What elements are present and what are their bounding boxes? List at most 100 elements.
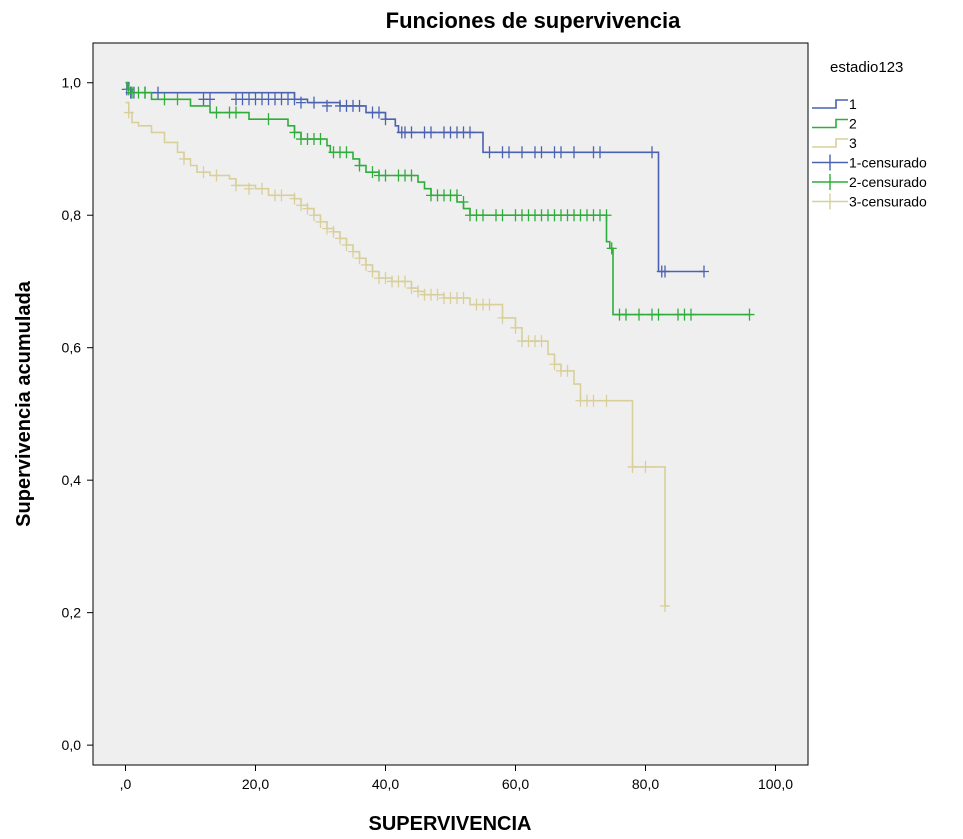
series-3-censor-mark — [588, 394, 599, 407]
legend-label: 1 — [849, 96, 857, 112]
chart-title: Funciones de supervivencia — [386, 8, 681, 33]
series-3-censor-mark — [660, 600, 670, 613]
series-1-censor-mark — [296, 96, 306, 109]
series-1-censor-mark — [465, 126, 475, 139]
series-2-censor-mark — [231, 106, 241, 119]
series-3-censor-mark — [315, 215, 326, 228]
series-1-censor-mark — [406, 126, 417, 139]
y-axis-label: Supervivencia acumulada — [13, 280, 35, 527]
x-axis-label: SUPERVIVENCIA — [368, 813, 531, 835]
series-3-censor-mark — [341, 239, 352, 252]
series-3-censor-mark — [348, 245, 358, 258]
series-1-censor-mark — [289, 93, 300, 106]
series-2-censor-mark — [452, 189, 462, 202]
series-2-censor-mark — [211, 106, 222, 119]
plot-area — [92, 42, 809, 766]
series-3-censor-mark — [361, 258, 371, 271]
series-3-censor-mark — [244, 182, 254, 195]
y-axis: 0,0 0,2 0,4 0,6 0,8 1,0 — [62, 75, 93, 753]
series-3-censor-mark — [380, 272, 391, 285]
series-1-censor-mark — [660, 265, 670, 278]
series-3-censor-mark — [458, 292, 469, 305]
series-1-censor-mark — [569, 146, 579, 159]
series-1-censor-mark — [517, 146, 527, 159]
y-tick-label: 0,8 — [62, 207, 82, 223]
legend-swatch-step — [812, 99, 848, 109]
y-tick-label: 0,6 — [62, 340, 82, 356]
series-3-censor-mark — [601, 394, 612, 407]
series-1-censor-mark — [536, 146, 547, 159]
series-3-censor-mark — [296, 199, 306, 212]
series-2-censor-mark — [263, 113, 274, 126]
series-3-censor-mark — [302, 202, 313, 215]
series-1-censor-mark — [647, 146, 657, 159]
series-2-censor-mark — [140, 86, 150, 99]
series-1-censor-mark — [205, 93, 215, 106]
series-2-censor-mark — [744, 308, 755, 321]
series-3-censor-mark — [198, 166, 209, 179]
series-2-censor-mark — [159, 93, 170, 106]
legend: estadio123 1 2 3 1-censurado 2-censurado 3-ce… — [812, 59, 927, 210]
legend-label: 2-censurado — [849, 174, 927, 190]
series-2-censor-mark — [380, 169, 391, 182]
series-3-censor-mark — [627, 460, 638, 473]
series-1-censor-mark — [322, 99, 332, 112]
series-3-censor-mark — [413, 285, 423, 298]
series-3-censor-mark — [276, 189, 287, 202]
series-2-censor-mark — [172, 93, 183, 106]
series-1-censor-mark — [484, 146, 495, 159]
series-3-censor-mark — [497, 311, 508, 324]
series-2-censor-mark — [406, 169, 417, 182]
y-tick-label: 0,4 — [62, 472, 82, 488]
series-2-line — [125, 81, 750, 316]
series-3-censor-mark — [123, 106, 134, 119]
legend-swatch-step — [812, 118, 848, 129]
legend-swatch-censor — [812, 193, 848, 210]
legend-swatch-censor — [812, 174, 848, 190]
x-tick-label: 20,0 — [242, 776, 269, 792]
x-tick-label: 80,0 — [632, 776, 659, 792]
series-2-censor-mark — [289, 126, 300, 139]
series-2-censor-mark — [606, 242, 617, 255]
legend-swatch-censor — [812, 154, 848, 171]
legend-label: 3-censurado — [849, 194, 927, 210]
series-3-censor-mark — [510, 321, 521, 334]
x-tick-label: ,0 — [120, 776, 132, 792]
y-tick-label: 1,0 — [62, 75, 82, 91]
series-1-censor-mark — [504, 146, 514, 159]
y-tick-label: 0,0 — [62, 737, 82, 753]
x-tick-label: 60,0 — [502, 776, 529, 792]
series-1-censor-mark — [374, 106, 384, 119]
series-3-censor-mark — [328, 225, 339, 238]
series-2-censor-mark — [497, 209, 508, 222]
series-3-censor-mark — [406, 282, 417, 295]
series-1-censor-mark — [699, 265, 709, 278]
series-3-censor-mark — [211, 169, 222, 182]
y-tick-label: 0,2 — [62, 605, 82, 621]
legend-swatch-step — [812, 138, 848, 148]
series-1-censor-mark — [153, 86, 163, 99]
series-3-censor-mark — [367, 265, 378, 278]
series-2-censor-mark — [621, 308, 631, 321]
legend-label: 2 — [849, 116, 857, 132]
series-3-censor-mark — [549, 358, 560, 371]
series-1-censor-mark — [380, 113, 391, 126]
series-3-censor-mark — [484, 298, 495, 311]
series-2-censor-mark — [354, 159, 365, 172]
series-2-censor-mark — [653, 308, 664, 321]
series-1-censor-mark — [556, 146, 566, 159]
series-3-censor-mark — [432, 288, 443, 301]
series-3-censor-mark — [536, 335, 547, 348]
series-2-censor-mark — [478, 209, 488, 222]
series-2-censor-mark — [634, 308, 644, 321]
series-1-censor-mark — [354, 99, 365, 112]
series-3-censor-mark — [179, 152, 189, 165]
series-2-censor-mark — [341, 146, 352, 159]
x-tick-label: 40,0 — [372, 776, 399, 792]
series-1-censor-mark — [595, 146, 605, 159]
series-2-censor-mark — [367, 166, 378, 179]
series-2-censor-mark — [686, 308, 696, 321]
series-1-censor-mark — [309, 96, 319, 109]
